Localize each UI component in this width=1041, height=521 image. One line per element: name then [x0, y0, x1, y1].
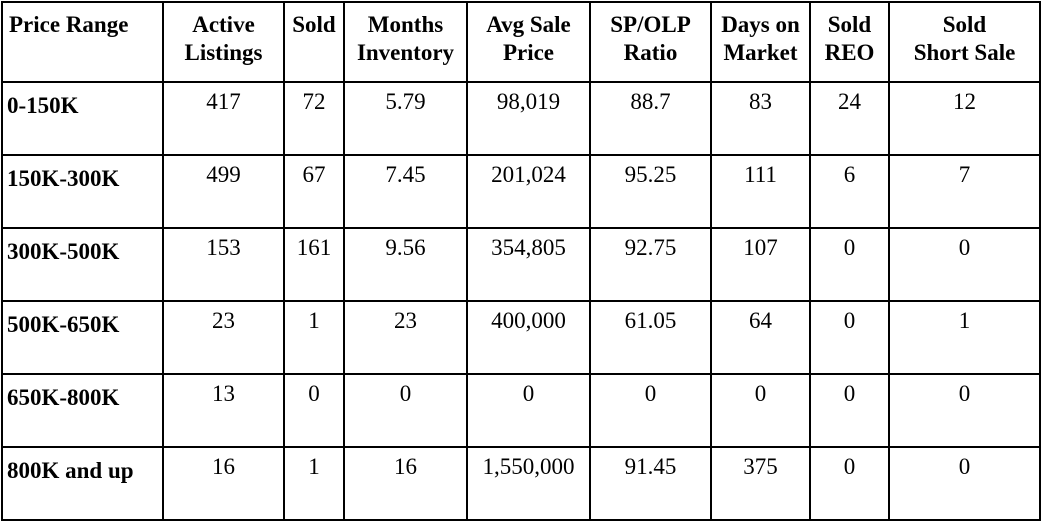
header-days-on-market: Days on Market	[710, 1, 811, 83]
sold-reo-cell: 24	[809, 81, 890, 156]
header-row: Price Range Active Listings Sold Months In…	[1, 1, 1041, 83]
active-listings-cell: 417	[162, 81, 285, 156]
months-inventory-cell: 9.56	[343, 227, 468, 302]
avg-sale-price-cell: 0	[466, 373, 591, 448]
header-active-listings: Active Listings	[162, 1, 285, 83]
sold-short-sale-cell: 7	[888, 154, 1041, 229]
active-listings-cell: 23	[162, 300, 285, 375]
active-listings-cell: 499	[162, 154, 285, 229]
sp-olp-ratio-cell: 95.25	[589, 154, 712, 229]
sold-cell: 0	[283, 373, 345, 448]
sp-olp-ratio-cell: 0	[589, 373, 712, 448]
table-row: 0-150K 417 72 5.79 98,019 88.7 83 24 12	[1, 81, 1041, 156]
days-on-market-cell: 0	[710, 373, 811, 448]
avg-sale-price-cell: 1,550,000	[466, 446, 591, 521]
sold-cell: 161	[283, 227, 345, 302]
price-range-cell: 0-150K	[1, 81, 164, 156]
sp-olp-ratio-cell: 92.75	[589, 227, 712, 302]
days-on-market-cell: 111	[710, 154, 811, 229]
sp-olp-ratio-cell: 91.45	[589, 446, 712, 521]
header-sold: Sold	[283, 1, 345, 83]
table-row: 150K-300K 499 67 7.45 201,024 95.25 111 …	[1, 154, 1041, 229]
header-sold-short-sale: Sold Short Sale	[888, 1, 1041, 83]
sp-olp-ratio-cell: 61.05	[589, 300, 712, 375]
sp-olp-ratio-cell: 88.7	[589, 81, 712, 156]
header-sold-reo: Sold REO	[809, 1, 890, 83]
sold-short-sale-cell: 12	[888, 81, 1041, 156]
header-price-range: Price Range	[1, 1, 164, 83]
header-months-inventory: Months Inventory	[343, 1, 468, 83]
price-range-cell: 150K-300K	[1, 154, 164, 229]
days-on-market-cell: 64	[710, 300, 811, 375]
table-row: 300K-500K 153 161 9.56 354,805 92.75 107…	[1, 227, 1041, 302]
months-inventory-cell: 5.79	[343, 81, 468, 156]
sold-short-sale-cell: 0	[888, 446, 1041, 521]
price-range-cell: 650K-800K	[1, 373, 164, 448]
price-range-cell: 500K-650K	[1, 300, 164, 375]
sold-cell: 1	[283, 300, 345, 375]
days-on-market-cell: 107	[710, 227, 811, 302]
sold-cell: 1	[283, 446, 345, 521]
price-range-cell: 300K-500K	[1, 227, 164, 302]
months-inventory-cell: 7.45	[343, 154, 468, 229]
sold-reo-cell: 6	[809, 154, 890, 229]
sold-reo-cell: 0	[809, 300, 890, 375]
table-row: 650K-800K 13 0 0 0 0 0 0 0	[1, 373, 1041, 448]
avg-sale-price-cell: 400,000	[466, 300, 591, 375]
months-inventory-cell: 0	[343, 373, 468, 448]
sold-reo-cell: 0	[809, 446, 890, 521]
sold-reo-cell: 0	[809, 227, 890, 302]
days-on-market-cell: 375	[710, 446, 811, 521]
sold-cell: 72	[283, 81, 345, 156]
active-listings-cell: 16	[162, 446, 285, 521]
months-inventory-cell: 16	[343, 446, 468, 521]
avg-sale-price-cell: 354,805	[466, 227, 591, 302]
sold-reo-cell: 0	[809, 373, 890, 448]
days-on-market-cell: 83	[710, 81, 811, 156]
sold-short-sale-cell: 1	[888, 300, 1041, 375]
sold-short-sale-cell: 0	[888, 227, 1041, 302]
avg-sale-price-cell: 201,024	[466, 154, 591, 229]
months-inventory-cell: 23	[343, 300, 468, 375]
price-range-cell: 800K and up	[1, 446, 164, 521]
header-sp-olp-ratio: SP/OLP Ratio	[589, 1, 712, 83]
header-avg-sale-price: Avg Sale Price	[466, 1, 591, 83]
active-listings-cell: 13	[162, 373, 285, 448]
table-row: 500K-650K 23 1 23 400,000 61.05 64 0 1	[1, 300, 1041, 375]
sold-short-sale-cell: 0	[888, 373, 1041, 448]
active-listings-cell: 153	[162, 227, 285, 302]
avg-sale-price-cell: 98,019	[466, 81, 591, 156]
table-row: 800K and up 16 1 16 1,550,000 91.45 375 …	[1, 446, 1041, 521]
sold-cell: 67	[283, 154, 345, 229]
